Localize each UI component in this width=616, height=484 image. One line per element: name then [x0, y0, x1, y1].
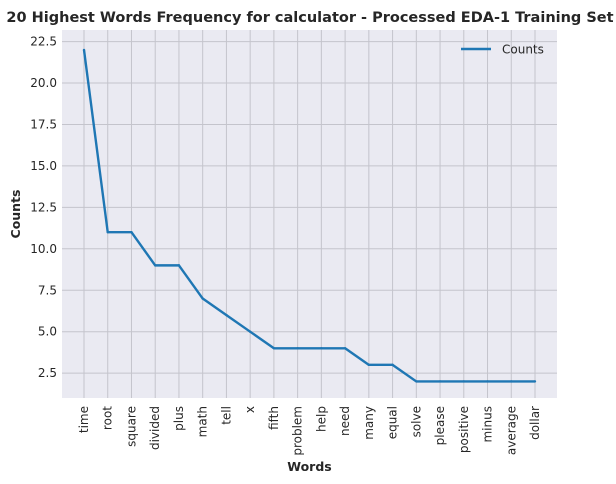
- data-point: [462, 380, 465, 383]
- x-tick-label: help: [314, 406, 328, 432]
- x-axis-ticks: time root square divided plus math tell x fifth p…: [77, 406, 542, 456]
- y-tick-label: 12.5: [30, 200, 57, 214]
- x-tick-label: root: [101, 406, 115, 430]
- y-tick-label: 2.5: [38, 366, 57, 380]
- x-tick-label: divided: [148, 406, 162, 450]
- x-axis-label: Words: [287, 459, 331, 474]
- legend-label: Counts: [502, 43, 544, 57]
- data-point: [391, 363, 394, 367]
- x-tick-label: many: [362, 406, 376, 440]
- series-line: [82, 49, 535, 383]
- data-point: [154, 264, 157, 267]
- x-tick-label: plus: [172, 406, 186, 431]
- y-tick-label: 7.5: [38, 283, 57, 297]
- x-tick-label: tell: [219, 406, 233, 425]
- data-point: [343, 347, 347, 350]
- x-tick-label: dollar: [528, 406, 542, 440]
- chart-title: 20 Highest Words Frequency for calculato…: [6, 10, 613, 26]
- x-tick-label: time: [77, 406, 91, 433]
- y-tick-label: 10.0: [30, 242, 57, 256]
- x-tick-label: minus: [481, 406, 495, 443]
- data-point: [415, 380, 418, 383]
- data-point: [225, 313, 228, 317]
- data-point: [486, 380, 489, 383]
- x-tick-label: average: [504, 406, 518, 455]
- data-point: [367, 363, 371, 367]
- y-tick-label: 22.5: [30, 35, 57, 49]
- data-point: [177, 264, 181, 267]
- data-point: [533, 380, 537, 383]
- plot-area: [62, 30, 557, 398]
- x-tick-label: need: [338, 406, 352, 436]
- data-point: [248, 330, 252, 333]
- y-axis-ticks: 2.5 5.0 7.5 10.0 12.5 15.0 17.5 20.0 22.5: [30, 35, 57, 381]
- x-tick-label: square: [124, 406, 138, 447]
- x-tick-label: problem: [291, 406, 305, 456]
- x-tick-label: fifth: [267, 406, 281, 430]
- legend: Counts: [461, 43, 544, 57]
- grid: [62, 30, 557, 398]
- x-tick-label: please: [433, 406, 447, 445]
- data-point: [106, 231, 109, 234]
- data-point: [130, 231, 133, 234]
- x-tick-label: solve: [409, 406, 423, 437]
- y-tick-label: 5.0: [38, 325, 57, 339]
- y-tick-label: 20.0: [30, 76, 57, 90]
- data-point: [272, 347, 276, 350]
- series-layer: [82, 48, 537, 383]
- data-point: [82, 48, 86, 52]
- x-tick-label: equal: [386, 406, 400, 439]
- x-tick-label: x: [243, 406, 257, 413]
- y-axis-label: Counts: [8, 190, 23, 239]
- data-point: [201, 297, 204, 300]
- data-point: [296, 347, 299, 350]
- y-tick-label: 17.5: [30, 117, 57, 131]
- x-tick-label: math: [196, 406, 210, 437]
- x-tick-label: positive: [457, 406, 471, 453]
- data-point: [320, 347, 323, 350]
- y-tick-label: 15.0: [30, 159, 57, 173]
- data-point: [438, 380, 442, 383]
- data-point: [510, 380, 513, 383]
